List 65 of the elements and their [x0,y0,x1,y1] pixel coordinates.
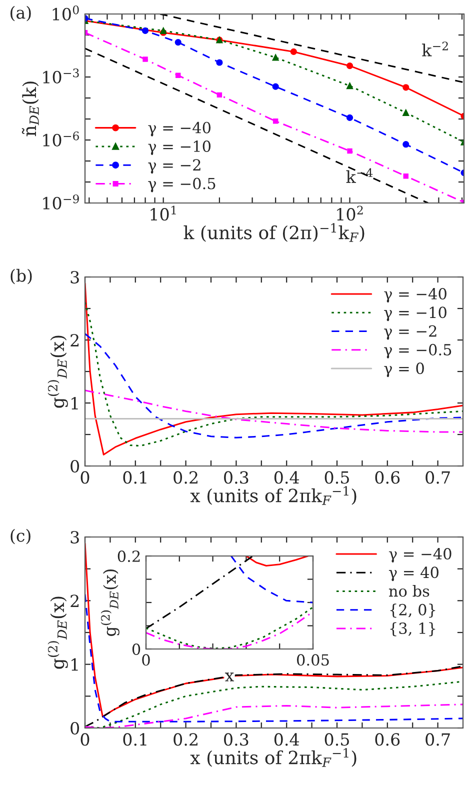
y-axis-title: ñ$_{DE}$(k) [22,82,39,136]
x-axis-title: x [225,672,234,682]
line-series [85,390,463,433]
line-series [245,556,309,567]
y-tick-label: 10$^{−3}$ [43,68,79,84]
legend-label: γ = −10 [384,306,446,322]
legend-label: γ = 0 [384,362,424,378]
line-series [230,556,313,604]
x-tick-label: 0.7 [426,471,450,484]
legend-label: γ = −40 [148,122,211,136]
legend-label: γ = −40 [384,288,446,302]
legend-label: {2, 0} [390,604,436,618]
y-tick-label: 10$^{−6}$ [43,132,79,146]
line-series [85,282,463,456]
legend-label: γ = −2 [148,159,200,174]
legend-label: γ = −0.5 [384,344,452,358]
y-axis-title: g$^{(2)}$$_{DE}$(x) [48,336,68,408]
x-tick-label: 10$^{1}$ [150,206,176,221]
y-tick-label: 3 [70,530,79,544]
legend-label: γ = 40 [388,566,438,582]
legend-label: γ = −0.5 [148,178,216,192]
chart-title: (c) [10,528,30,544]
x-axis-title: x (units of 2πk$_{F}$$^{−1}$) [190,748,356,767]
y-tick-label: 0 [70,460,80,473]
line-series [85,301,463,447]
line-series [85,542,463,718]
x-tick-label: 0.4 [274,733,300,746]
x-tick-label: 0.4 [274,471,300,484]
annotation: k$^{−4}$ [346,168,373,183]
y-axis-title: g$^{(2)}$$_{DE}$(x) [48,596,68,669]
x-tick-label: 0 [80,471,90,484]
legend-label: no bs [388,584,430,597]
chart-title: (a) [10,6,31,22]
x-tick-label: 0.6 [375,733,400,746]
y-tick-label: 2 [70,334,79,346]
x-tick-label: 0.7 [426,733,450,746]
x-tick-label: 0.05 [297,654,329,666]
legend-label: γ = −40 [388,548,452,562]
y-tick-label: 2 [70,594,79,607]
annotation: k$^{−2}$ [422,42,448,56]
x-tick-label: 0 [80,733,90,746]
line-series [146,556,254,630]
x-tick-label: 10$^{2}$ [337,206,363,221]
chart-title: (b) [10,268,32,284]
y-tick-label: 1 [72,658,78,671]
y-axis-title: g$^{(2)}$$_{DE}$(x) [100,570,120,636]
y-tick-label: 1 [72,396,78,410]
x-tick-label: 0.3 [224,733,248,746]
x-tick-label: 0.2 [174,471,198,484]
legend-label: γ = −10 [148,140,211,155]
y-tick-label: 10$^{−9}$ [43,194,79,210]
x-tick-label: 0.2 [174,733,198,746]
x-tick-label: 0.6 [375,471,400,484]
x-tick-label: 0.1 [123,471,146,484]
x-axis-title: x (units of 2πk$_{F}$$^{−1}$) [190,486,356,505]
x-tick-label: 0.3 [224,471,248,484]
y-tick-label: 0 [70,722,80,735]
y-tick-label: 3 [70,270,79,284]
x-axis-title: k (units of (2π)$^{−1}$k$_{F}$) [184,223,364,242]
x-tick-label: 0.5 [324,733,349,746]
x-tick-label: 0.1 [123,733,146,746]
y-tick-label: 10$^{0}$ [52,6,79,20]
legend-label: {3, 1} [390,622,436,636]
x-tick-label: 0.5 [324,471,349,484]
legend-label: γ = −2 [384,325,436,340]
